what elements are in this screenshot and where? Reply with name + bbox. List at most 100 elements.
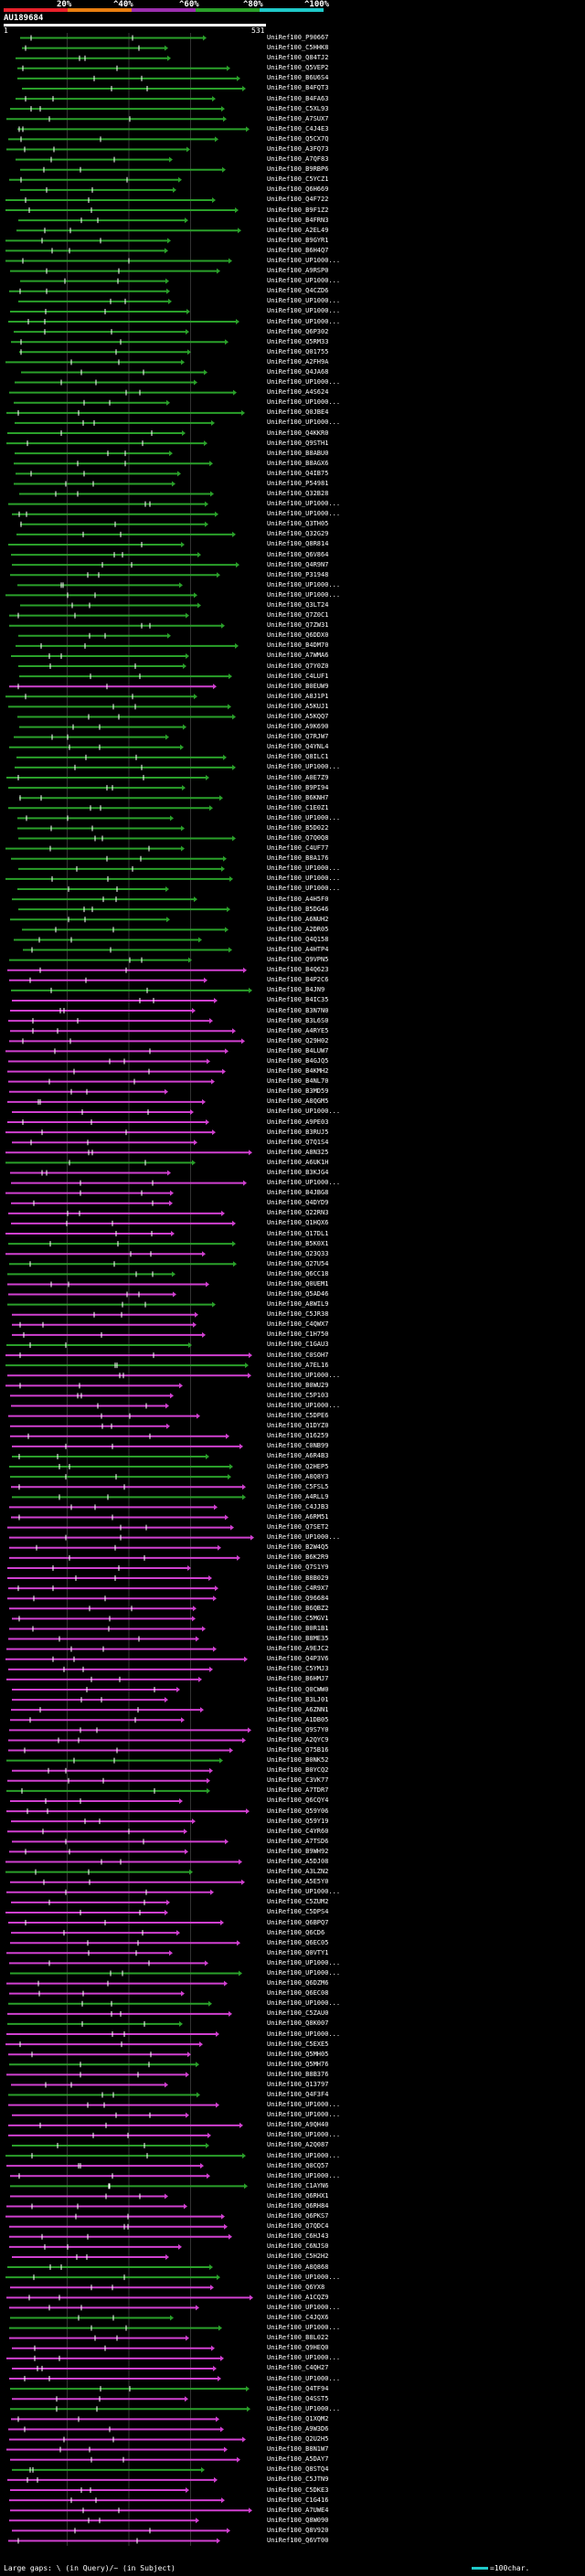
hit-link[interactable]: UniRef100_B8AGX6 [267, 459, 329, 467]
hit-link[interactable]: UniRef100_B0WU29 [267, 1381, 329, 1389]
hit-link[interactable]: UniRef100_Q7Y0Z0 [267, 662, 329, 670]
hit-link[interactable]: UniRef100_B3KJG4 [267, 1168, 329, 1176]
hit-link[interactable]: UniRef100_Q0UEM1 [267, 1279, 329, 1288]
hit-link[interactable]: UniRef100_C6HJ43 [267, 2232, 329, 2241]
hit-link[interactable]: UniRef100_C5HHK8 [267, 44, 329, 52]
hit-link[interactable]: UniRef100_A3LZN2 [267, 1868, 329, 1876]
hit-link[interactable]: UniRef100_Q5MH76 [267, 2060, 329, 2068]
hit-link[interactable]: UniRef100_Q3LT24 [267, 601, 329, 609]
hit-link[interactable]: UniRef100_UP1000... [267, 2354, 341, 2362]
hit-link[interactable]: UniRef100_A4S624 [267, 388, 329, 397]
hit-link[interactable]: UniRef100_C5JTN9 [267, 2475, 329, 2484]
hit-link[interactable]: UniRef100_UP1000... [267, 307, 341, 315]
hit-link[interactable]: UniRef100_Q9S7Y0 [267, 1725, 329, 1733]
hit-link[interactable]: UniRef100_A9W3D6 [267, 2424, 329, 2433]
hit-link[interactable]: UniRef100_B5K0X1 [267, 1239, 329, 1247]
hit-link[interactable]: UniRef100_Q6V864 [267, 550, 329, 558]
hit-link[interactable]: UniRef100_A6R4B3 [267, 1452, 329, 1460]
hit-link[interactable]: UniRef100_B6QBZ2 [267, 1604, 329, 1612]
hit-link[interactable]: UniRef100_Q1DYZ0 [267, 1422, 329, 1430]
hit-link[interactable]: UniRef100_Q0VTY1 [267, 1948, 329, 1956]
hit-link[interactable]: UniRef100_B9RBP6 [267, 165, 329, 174]
hit-link[interactable]: UniRef100_Q4SST5 [267, 2394, 329, 2402]
hit-link[interactable]: UniRef100_UP1000... [267, 1533, 341, 1542]
hit-link[interactable]: UniRef100_A2EL49 [267, 226, 329, 234]
hit-link[interactable]: UniRef100_C4JJB3 [267, 1502, 329, 1511]
hit-link[interactable]: UniRef100_Q7RJW7 [267, 733, 329, 741]
hit-link[interactable]: UniRef100_A4RYE5 [267, 1026, 329, 1034]
hit-link[interactable]: UniRef100_B4P2C6 [267, 976, 329, 984]
hit-link[interactable]: UniRef100_UP1000... [267, 864, 341, 873]
hit-link[interactable]: UniRef100_A3FQ73 [267, 145, 329, 154]
hit-link[interactable]: UniRef100_B4JN9 [267, 986, 325, 994]
hit-link[interactable]: UniRef100_Q84TJ2 [267, 54, 329, 62]
hit-link[interactable]: UniRef100_Q7S1Y9 [267, 1564, 329, 1572]
hit-link[interactable]: UniRef100_C4UF77 [267, 844, 329, 853]
hit-link[interactable]: UniRef100_Q1XQM2 [267, 2414, 329, 2422]
hit-link[interactable]: UniRef100_B4FA63 [267, 94, 329, 102]
hit-link[interactable]: UniRef100_Q29H02 [267, 1036, 329, 1044]
hit-link[interactable]: UniRef100_Q5RM33 [267, 337, 329, 345]
hit-link[interactable]: UniRef100_B4GJQ5 [267, 1057, 329, 1065]
hit-link[interactable]: UniRef100_C5P103 [267, 1391, 329, 1399]
hit-link[interactable]: UniRef100_Q5VEP2 [267, 64, 329, 72]
hit-link[interactable]: UniRef100_A2QYC9 [267, 1735, 329, 1744]
hit-link[interactable]: UniRef100_A7EL16 [267, 1361, 329, 1369]
hit-link[interactable]: UniRef100_B8B029 [267, 1574, 329, 1582]
hit-link[interactable]: UniRef100_B4FQT3 [267, 84, 329, 92]
hit-link[interactable]: UniRef100_B4FRN3 [267, 216, 329, 224]
hit-link[interactable]: UniRef100_UP1000... [267, 510, 341, 518]
hit-link[interactable]: UniRef100_A2DR05 [267, 925, 329, 933]
hit-link[interactable]: UniRef100_A1DB05 [267, 1715, 329, 1723]
hit-link[interactable]: UniRef100_Q5CX7Q [267, 134, 329, 143]
hit-link[interactable]: UniRef100_Q8R814 [267, 540, 329, 548]
hit-link[interactable]: UniRef100_B2W4Q5 [267, 1543, 329, 1552]
hit-link[interactable]: UniRef100_Q6BPQ7 [267, 1918, 329, 1926]
hit-link[interactable]: UniRef100_B4JBG8 [267, 1189, 329, 1197]
hit-link[interactable]: UniRef100_B8L022 [267, 2334, 329, 2342]
hit-link[interactable]: UniRef100_C5YCZ1 [267, 175, 329, 184]
hit-link[interactable]: UniRef100_Q0CQ57 [267, 2161, 329, 2169]
hit-link[interactable]: UniRef100_B9WH92 [267, 1847, 329, 1855]
hit-link[interactable]: UniRef100_UP1000... [267, 256, 341, 264]
hit-link[interactable]: UniRef100_A5KUJ1 [267, 702, 329, 710]
hit-link[interactable]: UniRef100_C5FSL5 [267, 1482, 329, 1490]
hit-link[interactable]: UniRef100_A8Q8Y3 [267, 1472, 329, 1480]
hit-link[interactable]: UniRef100_UP1000... [267, 419, 341, 427]
hit-link[interactable]: UniRef100_B4LUW7 [267, 1046, 329, 1055]
hit-link[interactable]: UniRef100_Q3TH05 [267, 520, 329, 528]
hit-link[interactable]: UniRef100_B6KNH7 [267, 793, 329, 801]
hit-link[interactable]: UniRef100_A6ZNN1 [267, 1705, 329, 1713]
hit-link[interactable]: UniRef100_Q7SET2 [267, 1523, 329, 1532]
hit-link[interactable]: UniRef100_A4H5F0 [267, 895, 329, 903]
hit-link[interactable]: UniRef100_UP1000... [267, 398, 341, 407]
hit-link[interactable]: UniRef100_A9QH40 [267, 2121, 329, 2129]
hit-link[interactable]: UniRef100_Q8STQ4 [267, 2465, 329, 2474]
hit-link[interactable]: UniRef100_Q6CC18 [267, 1269, 329, 1277]
hit-link[interactable]: UniRef100_P90667 [267, 34, 329, 42]
hit-link[interactable]: UniRef100_UP1000... [267, 2273, 341, 2281]
hit-link[interactable]: UniRef100_UP1000... [267, 875, 341, 883]
hit-link[interactable]: UniRef100_A8Q868 [267, 2263, 329, 2271]
hit-link[interactable]: UniRef100_UP1000... [267, 2374, 341, 2382]
hit-link[interactable]: UniRef100_C1AYN6 [267, 2181, 329, 2189]
hit-link[interactable]: UniRef100_B6HMJ7 [267, 1675, 329, 1683]
hit-link[interactable]: UniRef100_Q6RHX1 [267, 2191, 329, 2200]
hit-link[interactable]: UniRef100_A7WMA6 [267, 652, 329, 660]
hit-link[interactable]: UniRef100_B6H4Q7 [267, 246, 329, 254]
hit-link[interactable]: UniRef100_Q7Q0Q8 [267, 834, 329, 843]
hit-link[interactable]: UniRef100_UP1000... [267, 2171, 341, 2179]
hit-link[interactable]: UniRef100_Q6CQY4 [267, 1797, 329, 1805]
hit-link[interactable]: UniRef100_C1GAU3 [267, 1341, 329, 1349]
hit-link[interactable]: UniRef100_Q7ZW31 [267, 621, 329, 630]
hit-link[interactable]: UniRef100_B3L6S0 [267, 1016, 329, 1024]
hit-link[interactable]: UniRef100_C4LUF1 [267, 672, 329, 680]
hit-link[interactable]: UniRef100_Q6CD6 [267, 1928, 325, 1936]
hit-link[interactable]: UniRef100_B8ABU0 [267, 449, 329, 457]
hit-link[interactable]: UniRef100_C0SOH7 [267, 1351, 329, 1359]
hit-link[interactable]: UniRef100_B3RUJ5 [267, 1128, 329, 1136]
hit-link[interactable]: UniRef100_Q4KKR0 [267, 429, 329, 437]
hit-link[interactable]: UniRef100_Q22RN3 [267, 1209, 329, 1217]
hit-link[interactable]: UniRef100_Q4F722 [267, 196, 329, 204]
hit-link[interactable]: UniRef100_A7UWE4 [267, 2506, 329, 2514]
